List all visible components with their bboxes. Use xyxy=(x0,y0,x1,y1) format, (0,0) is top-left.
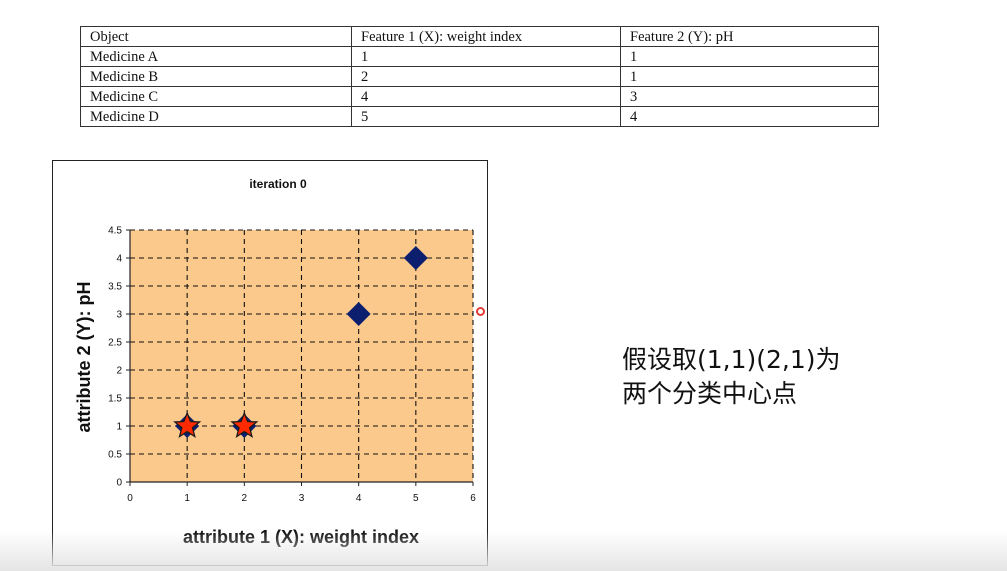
bottom-shade xyxy=(0,531,1007,571)
table-row: Medicine B 2 1 xyxy=(80,66,879,87)
x-tick-label: 4 xyxy=(356,493,362,504)
y-tick-label: 1 xyxy=(116,422,122,433)
annotation-line: 假设取(1,1)(2,1)为 xyxy=(622,345,841,374)
y-tick-label: 1.5 xyxy=(108,394,122,405)
table-cell: 4 xyxy=(620,106,879,127)
table-cell: 4 xyxy=(351,86,621,107)
axes xyxy=(126,229,474,486)
annotation-line: 两个分类中心点 xyxy=(622,379,798,408)
y-tick-label: 2.5 xyxy=(108,338,122,349)
x-tick-label: 0 xyxy=(127,493,133,504)
y-tick-label: 4 xyxy=(116,254,122,265)
table-cell: Medicine B xyxy=(80,66,352,87)
data-markers xyxy=(173,246,428,438)
annotation-text: 假设取(1,1)(2,1)为 两个分类中心点 xyxy=(622,343,841,411)
star-marker xyxy=(173,411,202,438)
table-cell: Medicine A xyxy=(80,46,352,67)
y-tick-label: 3 xyxy=(116,310,122,321)
table-row: Medicine C 4 3 xyxy=(80,86,879,107)
table-cell: 1 xyxy=(351,46,621,67)
scatter-chart: 0 1 2 3 4 5 600.511.522.533.544.5 iteration 0 … xyxy=(74,177,476,547)
table-row: Medicine D 5 4 xyxy=(80,106,879,127)
x-tick-label: 2 xyxy=(242,493,248,504)
x-tick-label: 6 xyxy=(470,493,476,504)
table-cell: 1 xyxy=(620,66,879,87)
chart-title: iteration 0 xyxy=(249,177,307,191)
y-tick-label: 3.5 xyxy=(108,282,122,293)
y-axis-title: attribute 2 (Y): pH xyxy=(74,282,94,433)
y-tick-label: 4.5 xyxy=(108,226,122,237)
table-row: Medicine A 1 1 xyxy=(80,46,879,67)
y-tick-label: 2 xyxy=(116,366,122,377)
table-cell: 5 xyxy=(351,106,621,127)
table-cell: Medicine C xyxy=(80,86,352,107)
table-cell: 1 xyxy=(620,46,879,67)
chart-frame: 0 1 2 3 4 5 6 0 0.5 1 1.5 2 2.5 3 3.5 4 4.5 iteration 0 … xyxy=(52,160,488,566)
x-tick-label: 1 xyxy=(184,493,190,504)
pointer-indicator xyxy=(476,307,485,316)
table-header-cell: Feature 1 (X): weight index xyxy=(351,26,621,47)
diamond-marker xyxy=(403,246,428,270)
table-cell: 3 xyxy=(620,86,879,107)
table-cell: 2 xyxy=(351,66,621,87)
y-tick-label: 0.5 xyxy=(108,450,122,461)
table-header-cell: Feature 2 (Y): pH xyxy=(620,26,879,47)
star-marker xyxy=(230,411,259,438)
grid-lines xyxy=(130,229,474,482)
y-tick-label: 0 xyxy=(116,478,122,489)
tick-labels: 0 1 2 3 4 5 6 0 0.5 1 1.5 2 2.5 3 3.5 4 4.5 xyxy=(108,226,476,505)
table-header-row: Object Feature 1 (X): weight index Featu… xyxy=(80,26,879,47)
x-tick-label: 5 xyxy=(413,493,419,504)
x-tick-label: 3 xyxy=(299,493,305,504)
table-header-cell: Object xyxy=(80,26,352,47)
table-cell: Medicine D xyxy=(80,106,352,127)
diamond-marker xyxy=(346,302,371,326)
data-table: Object Feature 1 (X): weight index Featu… xyxy=(80,26,879,127)
